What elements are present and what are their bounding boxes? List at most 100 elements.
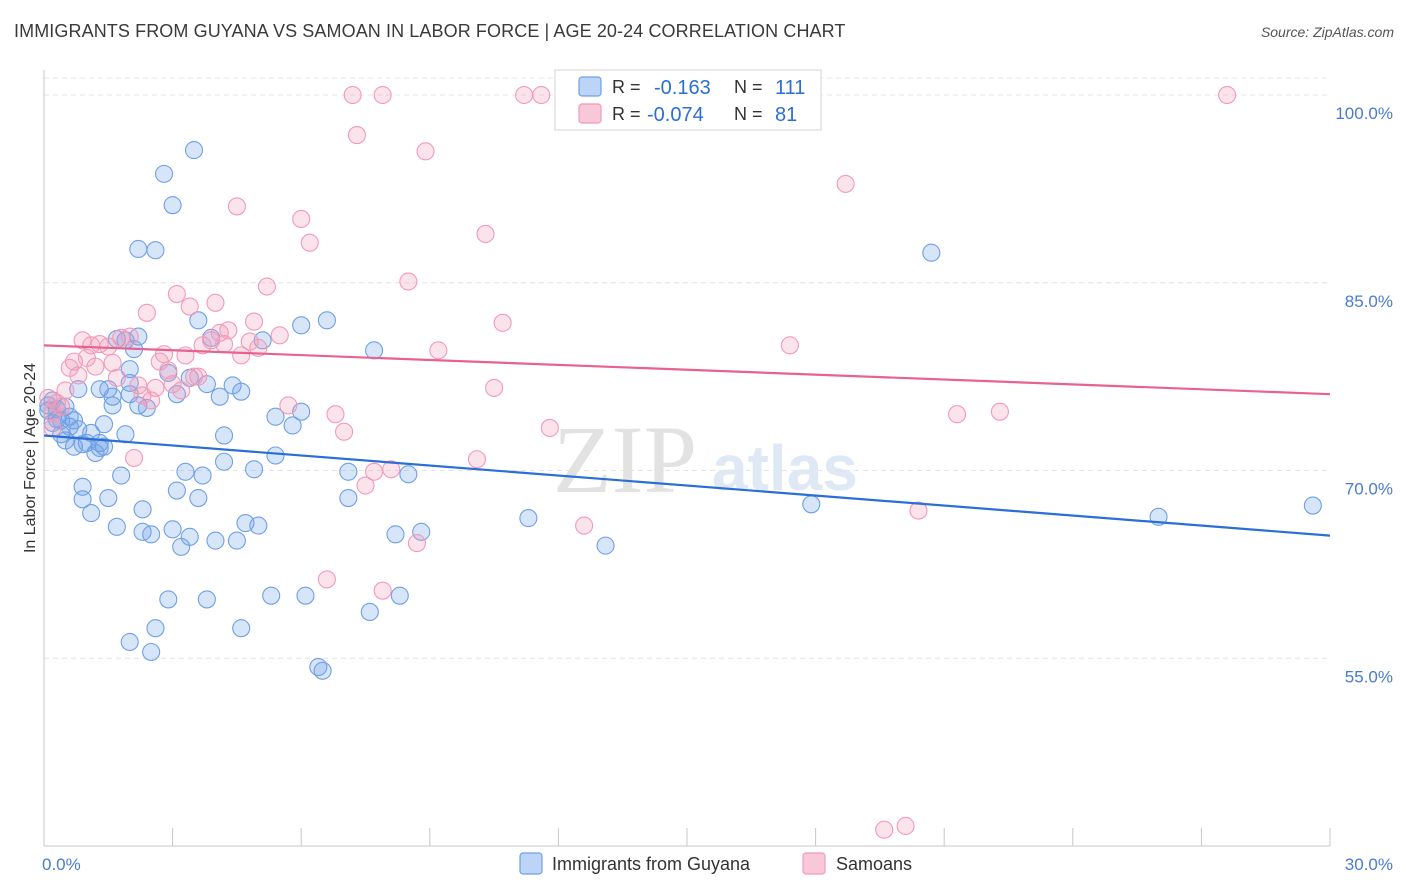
guyana-point xyxy=(262,586,281,605)
guyana-point xyxy=(206,531,225,550)
guyana-point xyxy=(386,525,405,544)
samoan-point xyxy=(356,476,375,495)
legend-swatch-samoans xyxy=(578,103,602,124)
series-guyana-points xyxy=(39,141,1322,680)
guyana-point xyxy=(232,619,251,638)
x-tick-label-min: 0.0% xyxy=(42,855,81,874)
guyana-point xyxy=(184,141,204,160)
samoan-point xyxy=(184,367,204,386)
samoan-point xyxy=(292,209,311,228)
y-tick-labels: 55.0% 70.0% 85.0% 100.0% xyxy=(1335,104,1393,686)
samoan-point xyxy=(407,534,426,553)
trend-lines xyxy=(43,344,1331,537)
guyana-point xyxy=(214,426,234,445)
legend-r-value-guyana: -0.163 xyxy=(654,77,711,99)
samoan-point xyxy=(172,381,191,400)
guyana-point xyxy=(266,407,285,426)
guyana-point xyxy=(399,465,418,484)
series-legend: Immigrants from Guyana Samoans xyxy=(519,852,912,875)
guyana-point xyxy=(596,536,615,555)
samoan-point xyxy=(86,357,105,376)
guyana-point xyxy=(180,527,199,546)
legend-swatch-guyana xyxy=(578,76,602,97)
guyana-point xyxy=(94,415,114,434)
guyana-point xyxy=(390,586,409,605)
legend-n-label-guyana: N = xyxy=(734,77,763,97)
chart-title: IMMIGRANTS FROM GUYANA VS SAMOAN IN LABO… xyxy=(14,21,846,41)
grid-lines xyxy=(44,77,1330,659)
samoan-point xyxy=(227,197,246,216)
samoan-point xyxy=(347,126,366,145)
samoan-point xyxy=(69,366,88,385)
samoan-point xyxy=(146,378,165,397)
samoan-point xyxy=(575,516,594,535)
samoan-point xyxy=(270,326,289,345)
samoan-point xyxy=(189,367,208,386)
samoan-point xyxy=(244,312,264,331)
samoan-point xyxy=(493,313,512,332)
samoan-point xyxy=(326,405,345,424)
guyana-point xyxy=(116,425,135,444)
samoan-point xyxy=(159,361,178,380)
samoan-point xyxy=(382,460,401,479)
samoan-point xyxy=(137,303,156,322)
y-tick-label: 100.0% xyxy=(1335,104,1393,123)
samoan-point xyxy=(485,378,504,397)
samoan-point xyxy=(43,418,62,438)
legend-r-value-samoans: -0.074 xyxy=(647,104,704,126)
samoan-point xyxy=(515,85,534,105)
source-label: Source: ZipAtlas.com xyxy=(1260,24,1394,40)
guyana-point xyxy=(103,396,122,415)
samoan-point xyxy=(780,336,799,355)
guyana-point xyxy=(82,504,101,523)
guyana-point xyxy=(802,495,821,514)
samoan-point xyxy=(429,341,448,360)
guyana-point xyxy=(159,590,178,609)
guyana-point xyxy=(64,411,84,430)
samoan-point xyxy=(335,422,354,441)
y-axis-title: In Labor Force | Age 20-24 xyxy=(22,363,39,553)
guyana-point xyxy=(519,509,538,528)
samoan-point xyxy=(365,462,384,481)
guyana-point xyxy=(133,500,152,519)
guyana-point xyxy=(214,452,234,471)
samoan-point xyxy=(180,297,199,316)
guyana-point xyxy=(176,462,195,481)
guyana-point xyxy=(167,481,186,500)
guyana-point xyxy=(313,661,332,680)
bottom-legend-swatch-samoans xyxy=(802,852,826,875)
samoan-point xyxy=(875,820,894,839)
x-tick-label-max: 30.0% xyxy=(1345,855,1393,874)
y-tick-label: 85.0% xyxy=(1345,292,1393,311)
bottom-legend-label-guyana: Immigrants from Guyana xyxy=(552,854,751,874)
guyana-point xyxy=(154,164,174,183)
guyana-point xyxy=(922,243,941,262)
samoan-point xyxy=(343,85,362,105)
samoan-point xyxy=(476,224,495,244)
samoan-point xyxy=(219,321,238,340)
series-samoans-points xyxy=(39,85,1237,839)
guyana-point xyxy=(365,341,384,360)
guyana-point xyxy=(73,490,92,509)
legend-r-label-guyana: R = xyxy=(612,77,641,97)
samoan-point xyxy=(467,450,487,469)
guyana-point xyxy=(142,525,161,544)
guyana-point xyxy=(99,489,118,508)
guyana-point xyxy=(232,382,251,401)
guyana-point xyxy=(146,619,165,638)
guyana-point xyxy=(129,239,148,259)
stats-legend: R = -0.163 N = 111 R = -0.074 N = 81 xyxy=(554,69,822,131)
guyana-point xyxy=(296,586,315,605)
guyana-point xyxy=(412,522,431,541)
samoan-point xyxy=(990,402,1009,421)
bottom-legend-swatch-guyana xyxy=(519,852,543,875)
samoan-point xyxy=(532,85,551,105)
samoan-point xyxy=(120,327,139,346)
guyana-point xyxy=(210,387,229,406)
legend-r-label-samoans: R = xyxy=(612,104,641,124)
samoan-point xyxy=(373,85,392,105)
guyana-point xyxy=(146,241,165,260)
samoan-point xyxy=(73,331,92,350)
samoan-point xyxy=(206,293,225,312)
